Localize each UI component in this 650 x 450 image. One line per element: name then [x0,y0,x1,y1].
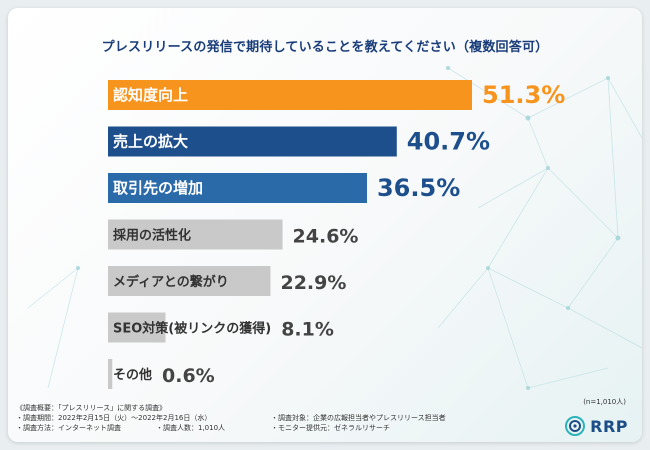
value-label-5: 22.9% [280,272,346,294]
bar-4 [108,219,283,250]
value-label-1: 51.3% [482,81,565,109]
value-label-2: 40.7% [407,128,490,156]
bar-chart: 認知度向上 51.3% 売上の拡大 40.7% 取引先の増加 36.5% 採用の活性化 24.… [108,80,565,389]
bar-label-5: メディアとの繋がり [113,274,229,290]
rrp-logo: RRP [564,415,628,437]
rrp-logo-icon [565,416,586,436]
value-label-7: 0.6% [162,365,215,387]
bar-6 [108,312,166,343]
network-background [27,66,642,390]
sample-size-note: (n=1,010人) [583,398,626,406]
bar-label-2: 売上の拡大 [113,133,188,151]
value-label-6: 8.1% [281,319,334,341]
value-label-3: 36.5% [377,174,460,202]
bar-label-7: その他 [113,367,152,383]
bar-2 [108,126,397,157]
bar-3 [108,173,367,203]
bar-label-3: 取引先の増加 [113,179,203,197]
footnote-people: ・調査人数：1,010人 [156,424,226,432]
footnote-provider: ・モニター提供元：ゼネラルリサーチ [271,424,390,432]
bar-label-6: SEO対策(被リンクの獲得) [113,321,271,337]
footnote-heading: 《調査概要：「プレスリリース」に関する調査》 [16,404,167,412]
chart-title: プレスリリースの発信で期待していることを教えてください（複数回答可） [101,40,549,55]
footnote-target: ・調査対象：企業の広報担当者やプレスリリース担当者 [271,414,446,422]
bar-5 [108,266,271,296]
bar-1 [108,80,472,110]
value-label-4: 24.6% [293,226,359,248]
bar-label-4: 採用の活性化 [113,228,191,244]
rrp-logo-text: RRP [590,416,628,436]
survey-footnotes: 《調査概要：「プレスリリース」に関する調査》 ・調査期間：2022年2月15日（… [16,403,516,433]
footnote-period: ・調査期間：2022年2月15日（火）〜2022年2月16日（水） [16,414,212,422]
bar-7 [108,359,113,389]
footnote-method: ・調査方法：インターネット調査 [16,424,121,432]
bar-label-1: 認知度向上 [113,86,188,104]
chart-card: プレスリリースの発信で期待していることを教えてください（複数回答可） 認知度向上… [8,8,642,442]
